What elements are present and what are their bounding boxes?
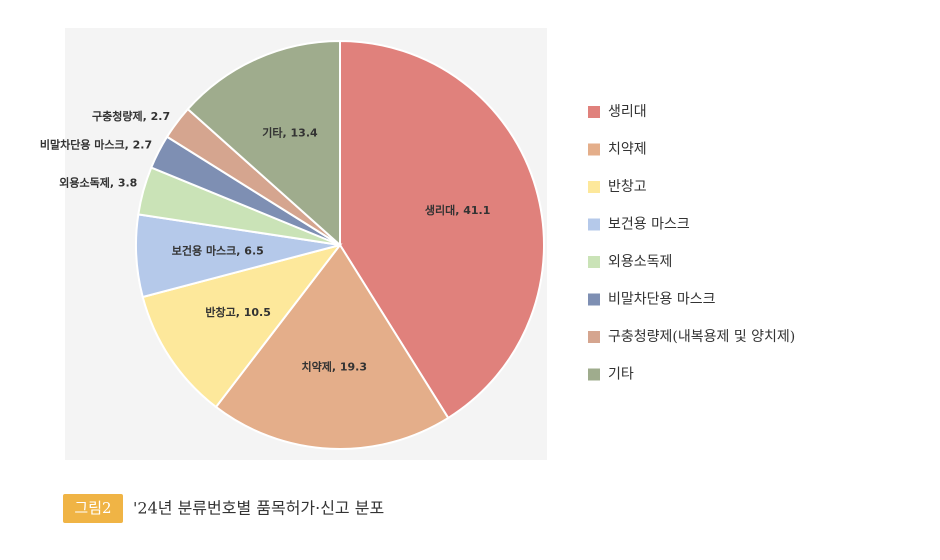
legend-label: 구충청량제(내복용제 및 양치제) [608,329,795,345]
legend-swatch [588,143,600,156]
pie-slice [214,243,450,450]
legend-swatch [588,218,600,231]
pie-slice [186,39,341,248]
legend-swatch [588,181,600,193]
pie-slice [339,39,545,420]
data-label: 구충청량제, 2.7 [92,109,170,123]
legend-label: 기타 [608,367,634,383]
pie: 생리대, 41.1 치약제, 19.3 반창고, 10.5 보건용 마스크, 6.5 외… [40,39,545,450]
legend-swatch [588,293,600,306]
legend-label: 비말차단용 마스크 [608,292,716,308]
pie-slice [141,243,343,409]
data-label: 반창고, 10.5 [205,305,271,319]
legend-label: 보건용 마스크 [608,217,690,233]
data-label: 외용소독제, 3.8 [59,176,137,190]
legend-swatch [588,256,600,268]
data-label: 치약제, 19.3 [301,359,367,373]
legend-swatch [588,106,600,118]
chart-title: '24년 분류번호별 품목허가·신고 분포 [133,499,384,518]
legend-label: 외용소독제 [608,254,672,270]
data-label: 비말차단용 마스크, 2.7 [40,138,152,152]
legend-label: 생리대 [608,104,647,120]
legend-label: 치약제 [608,142,647,158]
figure-tag: 그림2 [74,499,111,517]
legend-label: 반창고 [608,179,647,195]
legend-swatch [588,331,600,343]
data-label: 보건용 마스크, 6.5 [172,244,264,258]
data-label: 생리대, 41.1 [425,203,491,217]
legend-swatch [588,368,600,381]
figure-tag-background [63,494,123,523]
data-label: 기타, 13.4 [262,125,318,139]
